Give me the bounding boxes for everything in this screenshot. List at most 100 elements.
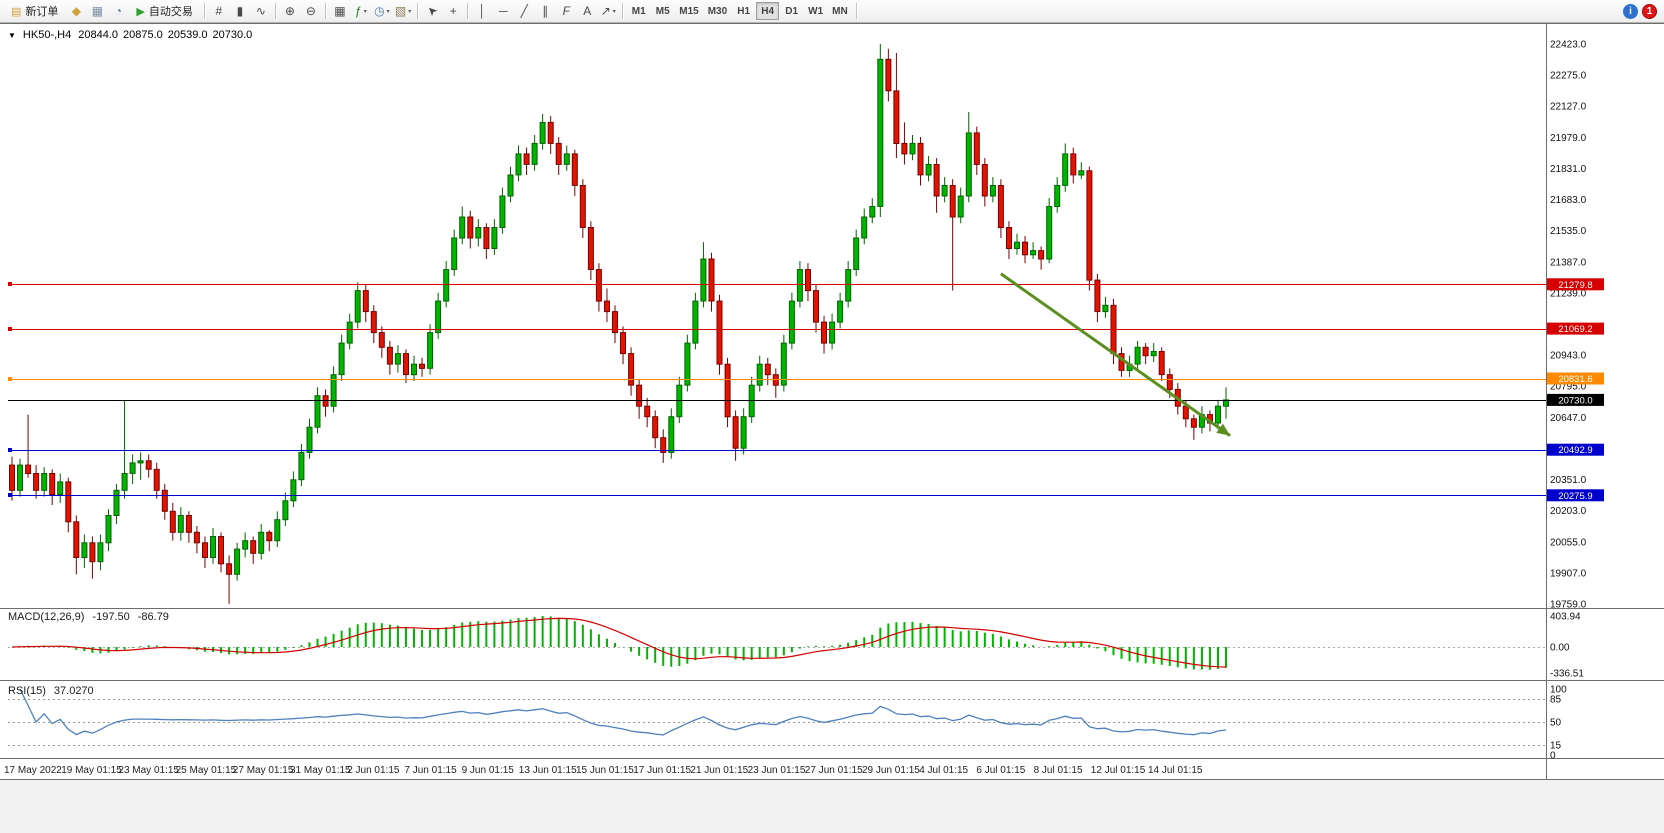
trendline-icon[interactable]: ╱ [514, 2, 534, 21]
svg-text:20943.0: 20943.0 [1550, 351, 1587, 362]
fibonacci-icon[interactable]: F [556, 2, 576, 21]
candlestick-chart-icon-glyph: ▮ [236, 4, 244, 18]
tile-windows-icon[interactable]: ▦ [330, 2, 350, 21]
rsi-value: 37.0270 [53, 685, 94, 697]
zoom-out-icon-glyph: ⊖ [305, 4, 316, 18]
svg-text:21683.0: 21683.0 [1550, 195, 1587, 206]
trend-arrow[interactable] [1000, 272, 1231, 437]
svg-text:50: 50 [1550, 718, 1562, 729]
arrows-icon[interactable]: ↗ ▾ [598, 2, 618, 21]
timeframe-m1[interactable]: M1 [627, 2, 650, 20]
svg-text:22275.0: 22275.0 [1550, 71, 1587, 82]
line-chart-icon[interactable]: ∿ [251, 2, 271, 21]
toolbar-items: ▤ 新订单 ◆ ▦ ◔ ▶ 自动交易 # ▮ ∿ ⊕ ⊖ ▦ ƒ ▾ ◷ ▾ ▧ ▾ ➤ + │ ─ ╱ ∥ F A ↗ ▾ M1 M5 M1… [4, 0, 860, 22]
macd-indicator-label: MACD(12,26,9) -197.50 -86.79 [8, 611, 169, 623]
svg-text:22423.0: 22423.0 [1550, 40, 1587, 51]
timeframe-mn[interactable]: MN [828, 2, 852, 20]
cursor-icon[interactable]: ➤ [422, 2, 442, 21]
candlestick-chart-icon[interactable]: ▮ [230, 2, 250, 21]
svg-text:8 Jul 01:15: 8 Jul 01:15 [1034, 765, 1083, 776]
macd-value-main: -197.50 [92, 611, 130, 623]
timeframe-h4[interactable]: H4 [756, 2, 780, 20]
svg-text:6 Jul 01:15: 6 Jul 01:15 [976, 765, 1025, 776]
dropdown-caret-icon: ▾ [363, 8, 367, 15]
horizontal-line-icon[interactable]: ─ [493, 2, 513, 21]
toolbar-separator [417, 3, 419, 19]
svg-text:20203.0: 20203.0 [1550, 506, 1587, 517]
zoom-out-icon[interactable]: ⊖ [301, 2, 321, 21]
chart-canvas[interactable]: 19759.0 19907.0 20055.0 20203.0 20351.0 20647… [0, 23, 1664, 833]
autotrading-button-label: 自动交易 [148, 6, 193, 18]
rsi-indicator-label: RSI(15) 37.0270 [8, 685, 94, 697]
chart-frame [0, 23, 1664, 780]
svg-text:100: 100 [1550, 685, 1567, 696]
timeframe-m30[interactable]: M30 [704, 2, 731, 20]
text-label-icon[interactable]: A [577, 2, 597, 21]
svg-text:23 Jun 01:15: 23 Jun 01:15 [748, 765, 806, 776]
crosshair-icon[interactable]: + [443, 2, 463, 21]
fibonacci-icon-glyph: F [562, 4, 570, 18]
svg-text:27 May 01:15: 27 May 01:15 [233, 765, 294, 776]
market-watch-icon[interactable]: ◆ [66, 2, 86, 21]
data-window-icon[interactable]: ▦ [87, 2, 107, 21]
svg-text:20275.9: 20275.9 [1558, 491, 1592, 502]
toolbar-separator [467, 3, 469, 19]
vertical-line-icon-glyph: │ [478, 4, 486, 18]
svg-text:20351.0: 20351.0 [1550, 475, 1587, 486]
ohlc-low: 20539.0 [167, 29, 208, 41]
chart-menu-icon[interactable]: ▼ [8, 30, 16, 40]
vertical-line-icon[interactable]: │ [472, 2, 492, 21]
chart-ohlc: 20844.0 20875.0 20539.0 20730.0 [78, 29, 252, 41]
market-watch-icon-glyph: ◆ [71, 4, 82, 18]
zoom-in-icon[interactable]: ⊕ [280, 2, 300, 21]
notifications-badge[interactable]: 1 [1642, 3, 1657, 19]
svg-text:2 Jun 01:15: 2 Jun 01:15 [347, 765, 400, 776]
line-chart-icon-glyph: ∿ [255, 4, 266, 18]
svg-text:21239.0: 21239.0 [1550, 288, 1587, 299]
templates-icon[interactable]: ▧ ▾ [393, 2, 413, 21]
new-order-button[interactable]: ▤ 新订单 [4, 2, 65, 21]
svg-text:20831.6: 20831.6 [1558, 374, 1592, 385]
arrows-icon-glyph: ↗ [600, 4, 611, 18]
new-order-button-label: 新订单 [25, 6, 59, 18]
periods-menu-icon[interactable]: ◷ ▾ [372, 2, 392, 21]
equidistant-channel-icon[interactable]: ∥ [535, 2, 555, 21]
chart-window: 19759.0 19907.0 20055.0 20203.0 20351.0 20647… [0, 23, 1664, 833]
timeframe-h1[interactable]: H1 [732, 2, 755, 20]
svg-text:21979.0: 21979.0 [1550, 133, 1587, 144]
svg-text:17 May 2022: 17 May 2022 [4, 765, 62, 776]
svg-text:13 Jun 01:15: 13 Jun 01:15 [519, 765, 577, 776]
equidistant-channel-icon-glyph: ∥ [542, 4, 549, 18]
svg-text:19907.0: 19907.0 [1550, 568, 1587, 579]
rsi-name: RSI(15) [8, 685, 46, 697]
autotrading-button[interactable]: ▶ 自动交易 [129, 2, 199, 21]
toolbar-separator [274, 3, 276, 19]
timeframe-d1[interactable]: D1 [780, 2, 803, 20]
svg-text:20647.0: 20647.0 [1550, 413, 1587, 424]
autotrading-icon: ▶ [136, 5, 145, 18]
bar-chart-icon[interactable]: # [209, 2, 229, 21]
toolbar-right: i 1 [1623, 3, 1660, 19]
text-label-icon-glyph: A [583, 4, 592, 18]
community-icon[interactable]: i [1623, 3, 1638, 19]
svg-text:22127.0: 22127.0 [1550, 102, 1587, 113]
svg-text:21387.0: 21387.0 [1550, 257, 1587, 268]
svg-text:15 Jun 01:15: 15 Jun 01:15 [576, 765, 634, 776]
periods-menu-icon-glyph: ◷ [374, 4, 385, 18]
horizontal-lines-layer[interactable] [8, 282, 1546, 497]
timeframe-m15[interactable]: M15 [675, 2, 702, 20]
new-order-icon: ▤ [11, 5, 22, 18]
svg-text:7 Jun 01:15: 7 Jun 01:15 [404, 765, 457, 776]
window-footer-area [0, 780, 1664, 833]
timeframe-m5[interactable]: M5 [651, 2, 674, 20]
svg-text:9 Jun 01:15: 9 Jun 01:15 [462, 765, 515, 776]
toolbar-separator [622, 3, 624, 19]
svg-text:403.94: 403.94 [1550, 612, 1581, 623]
indicators-icon[interactable]: ƒ ▾ [351, 2, 371, 21]
strategy-navigator-icon[interactable]: ◔ [108, 2, 128, 21]
svg-text:23 May 01:15: 23 May 01:15 [118, 765, 179, 776]
svg-text:4 Jul 01:15: 4 Jul 01:15 [919, 765, 968, 776]
horizontal-line-icon-glyph: ─ [498, 4, 508, 18]
timeframe-w1[interactable]: W1 [804, 2, 827, 20]
